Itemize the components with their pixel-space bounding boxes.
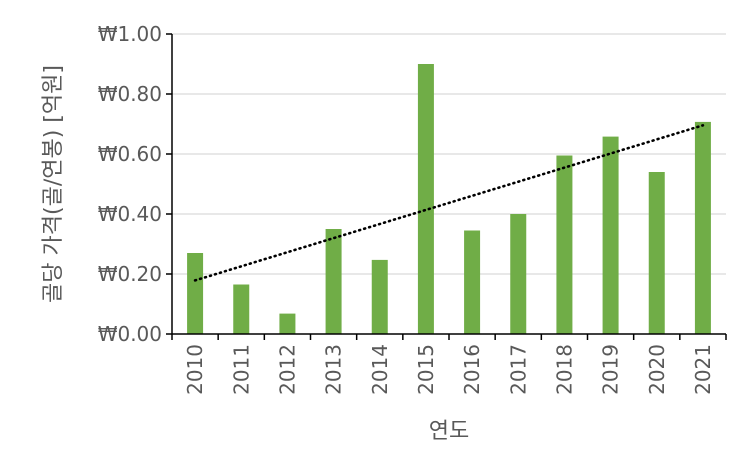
x-tick-label-2019: 2019 [599, 344, 623, 395]
bar-2014 [371, 259, 388, 334]
bar-2010 [187, 253, 204, 334]
x-tick-label-2012: 2012 [275, 344, 299, 395]
gridlines [172, 33, 726, 275]
x-tick-label-2017: 2017 [506, 344, 530, 395]
trendline [193, 124, 705, 282]
y-tick-label-5: ₩1.00 [98, 22, 162, 46]
x-tick-labels: 2010 2011 2012 2013 2014 2015 2016 2017 2018 2019… [183, 344, 715, 395]
x-tick-label-2018: 2018 [552, 344, 576, 395]
bars [187, 64, 711, 335]
bar-2015 [417, 64, 434, 334]
bar-2017 [510, 214, 527, 334]
bar-2012 [279, 313, 296, 334]
x-axis-title: 연도 [429, 419, 469, 444]
x-tick-label-2014: 2014 [368, 344, 392, 395]
y-axis-title: 골당 가격(골/연봉) [억원] [41, 65, 66, 303]
axes [166, 33, 727, 340]
y-tick-labels: ₩0.00 ₩0.20 ₩0.40 ₩0.60 ₩0.80 ₩1.00 [98, 22, 162, 346]
trendline-group [193, 124, 705, 282]
bar-2011 [233, 284, 250, 334]
y-tick-label-0: ₩0.00 [98, 322, 162, 346]
x-tick-label-2016: 2016 [460, 344, 484, 395]
x-tick-label-2020: 2020 [645, 344, 669, 395]
y-tick-label-4: ₩0.80 [98, 82, 162, 106]
bar-2021 [694, 121, 711, 335]
x-tick-label-2010: 2010 [183, 344, 207, 395]
y-tick-label-2: ₩0.40 [98, 202, 162, 226]
x-tick-label-2021: 2021 [691, 344, 715, 395]
bar-2013 [325, 229, 342, 334]
y-tick-label-3: ₩0.60 [98, 142, 162, 166]
x-tick-label-2011: 2011 [229, 344, 253, 395]
x-tick-label-2013: 2013 [322, 344, 346, 395]
x-tick-label-2015: 2015 [414, 344, 438, 395]
y-tick-label-1: ₩0.20 [98, 262, 162, 286]
bar-2018 [556, 155, 573, 334]
bar-2019 [602, 136, 619, 334]
bar-2020 [648, 172, 665, 334]
bar-2016 [464, 230, 481, 334]
